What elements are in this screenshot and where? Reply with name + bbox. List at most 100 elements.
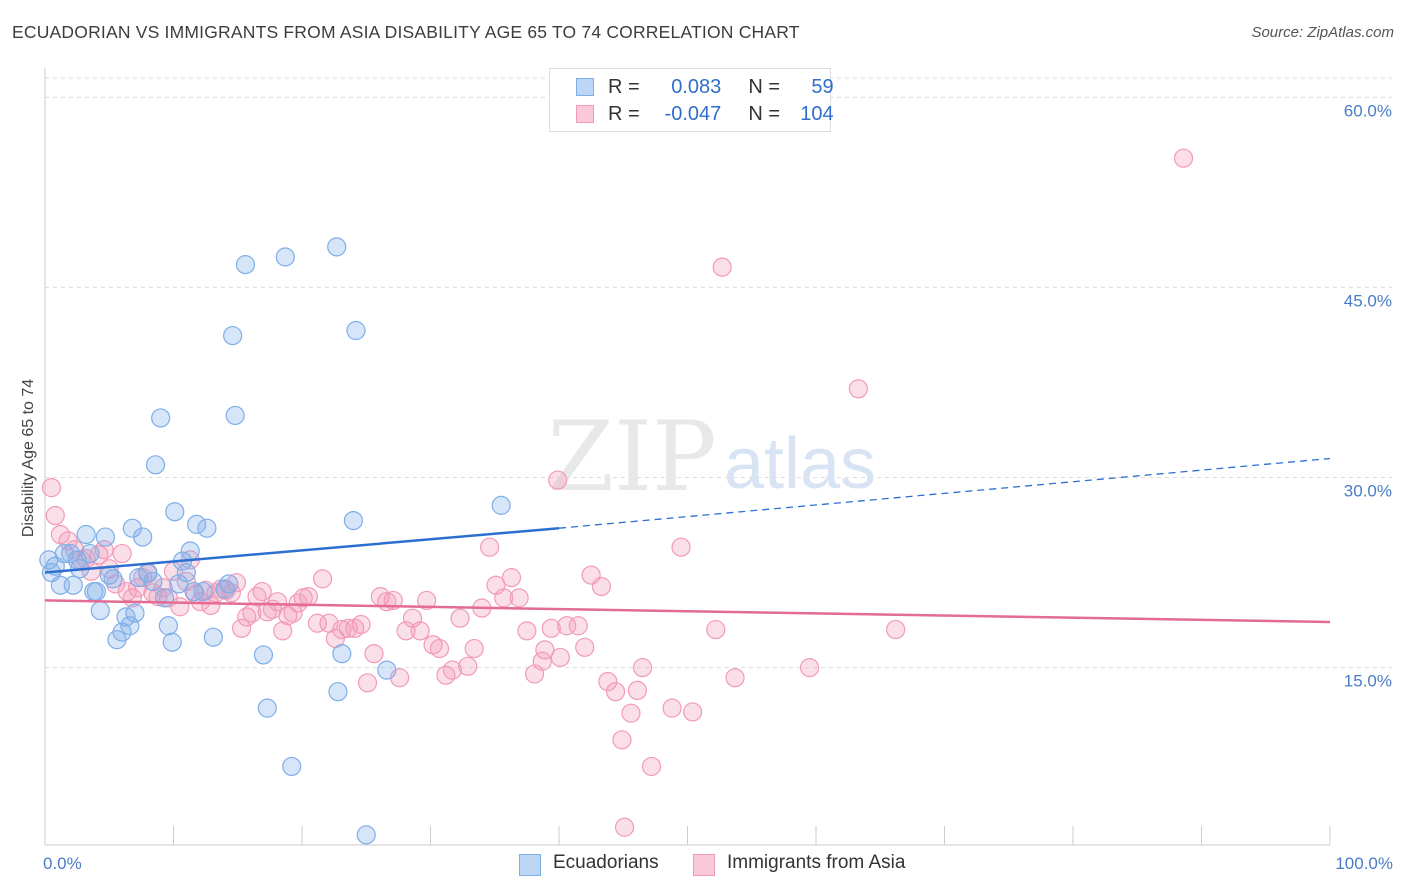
ecuadorian-point xyxy=(165,502,185,522)
legend-n-value: 59 xyxy=(811,76,834,98)
asia-point xyxy=(257,602,277,622)
asia-point xyxy=(50,524,71,545)
ecuadorian-point xyxy=(158,616,178,636)
asia-point xyxy=(712,257,732,277)
asia-point xyxy=(632,657,653,678)
bottom-legend-label-ecuadorians: Ecuadorians xyxy=(553,852,659,873)
asia-point xyxy=(706,619,726,640)
ecuadorian-point xyxy=(169,574,189,594)
asia-point xyxy=(307,613,328,633)
asia-point xyxy=(267,592,288,612)
asia-point xyxy=(312,569,333,589)
grid-lines xyxy=(45,77,1392,669)
legend-n-label: N = xyxy=(748,76,781,98)
asia-point xyxy=(605,682,626,702)
asia-point xyxy=(410,621,430,641)
asia-point xyxy=(671,537,691,557)
asia-point xyxy=(598,671,618,692)
ecuadorian-point xyxy=(180,541,200,561)
ecuadorian-point xyxy=(125,603,145,623)
ecuadorian-point xyxy=(257,698,277,718)
asia-point xyxy=(396,621,416,641)
asia-point xyxy=(799,657,820,678)
ecuadorian-point xyxy=(235,255,256,275)
series-asia-points xyxy=(41,148,1194,837)
ecuadorian-point xyxy=(120,616,140,636)
ecuadorian-point xyxy=(491,495,511,515)
asia-point xyxy=(725,668,745,688)
tick-labels: 15.0% 30.0% 45.0% 60.0% 0.0% 100.0% xyxy=(43,101,1393,873)
asia-point xyxy=(509,588,529,608)
legend-swatch-asia xyxy=(576,105,594,123)
watermark: ZIP atlas xyxy=(547,401,876,513)
ecuadorian-point xyxy=(356,825,376,845)
asia-point xyxy=(364,644,384,664)
asia-point xyxy=(112,543,132,564)
asia-point xyxy=(237,607,257,627)
axes xyxy=(44,68,1331,846)
ecuadorian-point xyxy=(143,571,163,592)
series-ecuadorians-points xyxy=(39,237,511,845)
asia-point xyxy=(532,651,552,671)
source-label: Source: ZipAtlas.com xyxy=(1251,24,1394,41)
asia-point xyxy=(848,379,869,399)
ecuadorian-point xyxy=(225,405,245,426)
asia-point xyxy=(298,587,319,607)
ecuadorian-point xyxy=(193,581,213,602)
asia-point xyxy=(45,505,65,526)
ecuadorian-point xyxy=(219,574,239,594)
bottom-legend-swatch-asia xyxy=(693,854,715,876)
ecuadorian-point xyxy=(154,588,175,608)
ecuadorian-point xyxy=(90,600,110,621)
ecuadorian-point xyxy=(86,581,107,602)
trend-line-asia xyxy=(44,599,1331,624)
ecuadorian-point xyxy=(327,237,347,257)
ecuadorian-point xyxy=(112,622,132,642)
asia-point xyxy=(501,568,522,588)
asia-point xyxy=(662,698,682,718)
chart-title: ECUADORIAN VS IMMIGRANTS FROM ASIA DISAB… xyxy=(12,22,800,42)
asia-point xyxy=(41,478,62,498)
ecuadorian-point xyxy=(197,518,217,538)
asia-point xyxy=(614,817,635,837)
ecuadorian-point xyxy=(332,644,352,664)
y-tick-label: 30.0% xyxy=(1344,482,1392,501)
legend-n-label: N = xyxy=(748,103,781,125)
asia-point xyxy=(557,616,577,636)
asia-point xyxy=(338,618,358,638)
ecuadorian-point xyxy=(76,524,96,545)
legend-swatch-ecuadorians xyxy=(576,78,594,96)
ecuadorian-point xyxy=(203,627,223,647)
asia-point xyxy=(550,647,570,668)
ecuadorian-point xyxy=(63,575,83,595)
asia-point xyxy=(383,590,403,611)
ecuadorian-point xyxy=(328,682,348,702)
ecuadorian-point xyxy=(122,518,142,538)
bottom-legend: Ecuadorians Immigrants from Asia xyxy=(0,851,1406,877)
ecuadorian-point xyxy=(80,543,100,564)
asia-point xyxy=(548,470,568,490)
bottom-legend-swatch-ecuadorians xyxy=(519,854,541,876)
asia-point xyxy=(535,640,555,660)
legend-r-label: R = xyxy=(608,76,640,98)
asia-point xyxy=(575,637,595,657)
y-tick-label: 15.0% xyxy=(1344,672,1392,691)
trend-lines xyxy=(44,457,1331,624)
ecuadorian-point xyxy=(103,569,123,589)
ecuadorian-point xyxy=(95,527,115,547)
y-axis-label: Disability Age 65 to 74 xyxy=(20,379,37,537)
asia-point xyxy=(464,638,484,659)
ecuadorian-point xyxy=(275,247,295,267)
asia-point xyxy=(568,616,588,636)
trend-line-ecuadorians-projection xyxy=(558,457,1331,529)
asia-point xyxy=(541,618,561,638)
watermark-zip: ZIP xyxy=(547,401,716,513)
trend-line-ecuadorians xyxy=(44,526,560,574)
correlation-legend: R = 0.083 N = 59 R = -0.047 N = 104 xyxy=(549,68,834,132)
asia-point xyxy=(627,680,647,701)
ecuadorian-point xyxy=(253,645,274,665)
asia-point xyxy=(458,656,478,676)
asia-point xyxy=(591,576,612,597)
legend-n-value: 104 xyxy=(800,103,834,125)
